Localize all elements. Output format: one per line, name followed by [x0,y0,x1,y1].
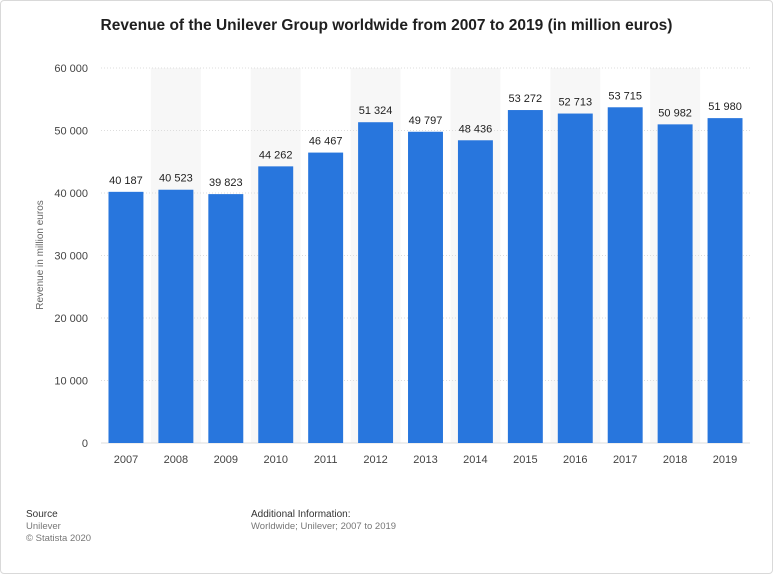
bar-2011[interactable] [308,152,344,444]
data-label-2013: 49 797 [409,115,443,127]
y-tick-label: 40 000 [54,188,88,200]
y-tick-label: 10 000 [54,376,88,388]
x-tick-label: 2010 [263,454,287,466]
chart-title: Revenue of the Unilever Group worldwide … [100,17,673,34]
y-tick-label: 0 [82,438,88,450]
data-label-2014: 48 436 [459,123,493,135]
source-block: Source Unilever © Statista 2020 [26,509,91,545]
data-label-2011: 46 467 [309,136,343,148]
y-tick-label: 50 000 [54,126,88,138]
additional-info-label: Additional Information: [251,509,351,520]
bar-2010[interactable] [258,166,294,444]
y-tick-label: 60 000 [54,63,88,75]
source-name: Unilever [26,521,61,532]
data-labels: 40 187 40 523 39 823 44 262 46 467 51 324 49 7… [109,90,742,189]
bar-2017[interactable] [607,107,643,443]
data-label-2018: 50 982 [658,107,692,119]
bar-2018[interactable] [657,124,693,444]
x-tick-label: 2015 [513,454,537,466]
x-tick-label: 2007 [114,454,138,466]
bar-2007[interactable] [108,191,144,443]
y-axis-label: Revenue in million euros [35,200,46,310]
data-label-2015: 53 272 [509,93,543,105]
additional-info-block: Additional Information: Worldwide; Unile… [251,509,396,533]
bar-2009[interactable] [208,194,244,443]
data-label-2007: 40 187 [109,175,143,187]
bar-chart: 40 187 40 523 39 823 44 262 46 467 51 324 49 7… [35,63,750,466]
y-tick-label: 20 000 [54,313,88,325]
bar-2015[interactable] [507,110,543,444]
y-tick-label: 30 000 [54,251,88,263]
x-tick-label: 2008 [164,454,188,466]
x-tick-label: 2009 [214,454,238,466]
data-label-2010: 44 262 [259,149,293,161]
x-tick-label: 2016 [563,454,587,466]
y-axis-ticks: 0 10 000 20 000 30 000 40 000 50 000 60 000 [54,63,88,450]
bar-2016[interactable] [557,113,593,443]
bar-2019[interactable] [707,118,743,443]
data-label-2008: 40 523 [159,173,193,185]
data-label-2016: 52 713 [558,97,592,109]
copyright: © Statista 2020 [26,533,92,544]
bar-2013[interactable] [408,131,443,444]
x-tick-label: 2019 [713,454,737,466]
x-tick-label: 2017 [613,454,637,466]
data-label-2009: 39 823 [209,177,243,189]
data-label-2017: 53 715 [608,90,642,102]
bar-2008[interactable] [158,189,194,443]
x-tick-label: 2011 [314,454,338,466]
bar-2012[interactable] [358,122,394,443]
x-tick-label: 2014 [463,454,487,466]
data-label-2012: 51 324 [359,105,393,117]
bar-2014[interactable] [457,140,493,443]
data-label-2019: 51 980 [708,101,742,113]
bars [108,107,743,444]
additional-info-text: Worldwide; Unilever; 2007 to 2019 [251,521,397,532]
source-label: Source [26,509,58,520]
x-tick-label: 2012 [363,454,387,466]
x-axis-ticks: 2007 2008 2009 2010 2011 2012 2013 2014 2015 2016… [114,454,738,466]
x-tick-label: 2018 [663,454,687,466]
x-tick-label: 2013 [413,454,437,466]
